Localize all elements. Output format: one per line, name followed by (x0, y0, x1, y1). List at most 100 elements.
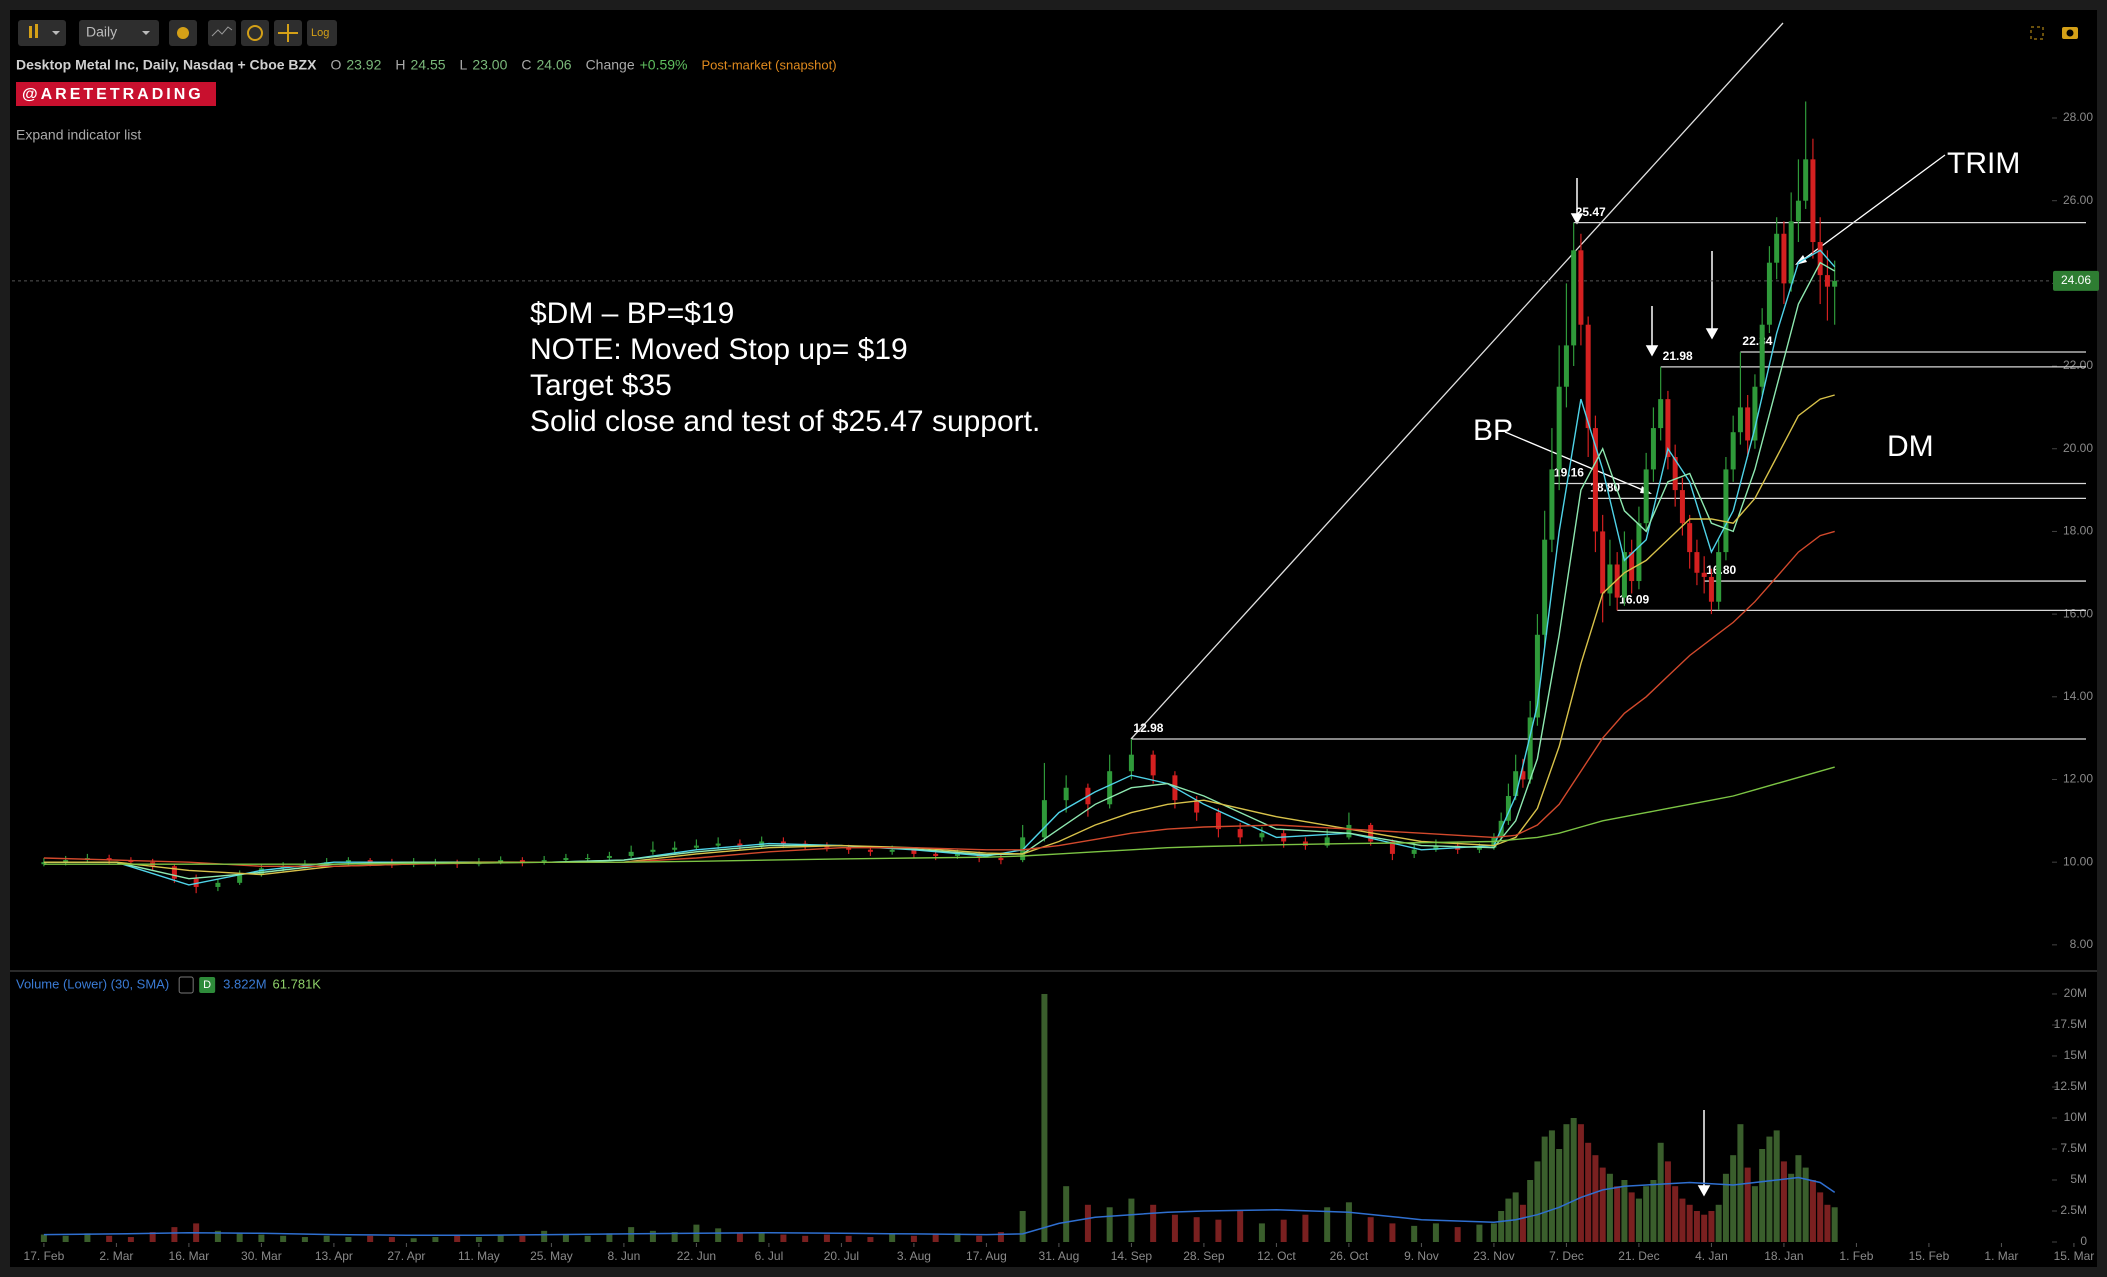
level-label: 16.80 (1706, 563, 1736, 577)
interval-label: Daily (86, 24, 117, 40)
volume-bar (1672, 1186, 1679, 1242)
fullscreen-button[interactable] (2030, 26, 2044, 40)
trend-line (1130, 22, 1784, 740)
candle-body (41, 862, 47, 865)
volume-bar (1527, 1179, 1534, 1242)
candle-body (1694, 552, 1700, 573)
x-tick-label: 12. Oct (1257, 1249, 1296, 1263)
volume-bar (889, 1233, 896, 1242)
x-tick-label: 2. Mar (99, 1249, 133, 1263)
candle-body (1643, 469, 1649, 524)
volume-bar (1324, 1207, 1331, 1242)
ohlc-name: O (330, 57, 341, 73)
candle-body (998, 858, 1004, 861)
y-tick-label: 22.00 (2063, 358, 2093, 372)
volume-bar (1621, 1179, 1628, 1242)
note-line: Solid close and test of $25.47 support. (530, 405, 1040, 438)
candle-body (1672, 457, 1678, 491)
candle-body (1737, 407, 1743, 433)
candle-body (1600, 531, 1606, 594)
volume-bar (280, 1235, 287, 1242)
candle-body (693, 845, 699, 848)
indicator-button[interactable] (208, 20, 236, 46)
y-tick-label: 16.00 (2063, 606, 2093, 620)
volume-bar (1730, 1155, 1737, 1242)
volume-bar (1556, 1148, 1563, 1242)
log-button[interactable] (307, 20, 337, 46)
x-tick-label: 30. Mar (241, 1249, 282, 1263)
candle-body (1752, 386, 1758, 441)
volume-bar (1215, 1219, 1222, 1242)
x-tick-label: 15. Mar (2054, 1249, 2095, 1263)
volume-bar (1063, 1186, 1070, 1242)
candle-body (780, 841, 786, 844)
candle-body (1505, 796, 1511, 821)
candle-body (1803, 159, 1809, 201)
volume-bar (1498, 1210, 1505, 1242)
volume-bar (606, 1233, 613, 1242)
ohlc-name: H (395, 57, 405, 73)
candle-body (1759, 324, 1765, 387)
volume-tick-label: 5M (2070, 1172, 2087, 1186)
expand-indicators[interactable]: Expand indicator list (16, 127, 141, 143)
x-tick-label: 16. Mar (169, 1249, 210, 1263)
volume-tick-label: 7.5M (2060, 1141, 2087, 1155)
chart-style-button[interactable] (18, 20, 66, 46)
note-line: Target $35 (530, 369, 672, 402)
volume-bar (1751, 1186, 1758, 1242)
candle-body (1527, 717, 1533, 780)
candle-body (498, 860, 504, 863)
volume-bar (1599, 1167, 1606, 1242)
badge-text: D (203, 979, 211, 991)
candle-body (715, 843, 721, 846)
candle-body (1128, 754, 1134, 772)
candle-body (1389, 841, 1395, 854)
candle-body (1237, 829, 1243, 838)
volume-bar (1534, 1161, 1541, 1242)
x-tick-label: 8. Jun (608, 1249, 641, 1263)
volume-bar (1606, 1173, 1613, 1242)
volume-bar (1686, 1204, 1693, 1242)
x-tick-label: 20. Jul (824, 1249, 859, 1263)
volume-bar (149, 1232, 156, 1242)
y-tick-label: 18.00 (2063, 524, 2093, 538)
candle-body (867, 849, 873, 852)
volume-bar (802, 1235, 809, 1242)
volume-bar (1345, 1202, 1352, 1242)
candle-body (1491, 837, 1497, 848)
candle-body (1629, 552, 1635, 582)
volume-bar (301, 1237, 308, 1242)
candle-body (933, 853, 939, 856)
volume-bar (1519, 1204, 1526, 1242)
time-button[interactable] (241, 20, 269, 46)
volume-bar (1802, 1167, 1809, 1242)
candle-body (1520, 771, 1526, 780)
x-tick-label: 27. Apr (387, 1249, 425, 1263)
volume-bar (736, 1233, 743, 1242)
volume-bar (997, 1232, 1004, 1242)
volume-bar (40, 1234, 47, 1242)
candle-body (1585, 324, 1591, 429)
volume-bar (1635, 1198, 1642, 1242)
volume-bar (1628, 1192, 1635, 1242)
candle-body (1107, 771, 1113, 805)
candle-body (606, 855, 612, 859)
last-price-tag (2053, 270, 2099, 291)
volume-bar (258, 1234, 265, 1242)
interval-dropdown[interactable] (79, 20, 159, 46)
volume-bar (1809, 1179, 1816, 1242)
y-tick-label: 14.00 (2063, 689, 2093, 703)
candle-body (563, 858, 569, 861)
volume-tick-label: 0 (2080, 1234, 2087, 1248)
candle-body (1411, 849, 1417, 854)
symbol-title: Desktop Metal Inc, Daily, Nasdaq + Cboe … (16, 57, 317, 73)
candle-body (1563, 345, 1569, 387)
ohlc-name: L (460, 57, 468, 73)
volume-bar (1302, 1214, 1309, 1242)
y-tick-label: 26.00 (2063, 193, 2093, 207)
note-line: NOTE: Moved Stop up= $19 (530, 333, 908, 366)
icon (247, 25, 263, 41)
legend-menu (178, 976, 194, 994)
tag-badge (16, 82, 216, 106)
